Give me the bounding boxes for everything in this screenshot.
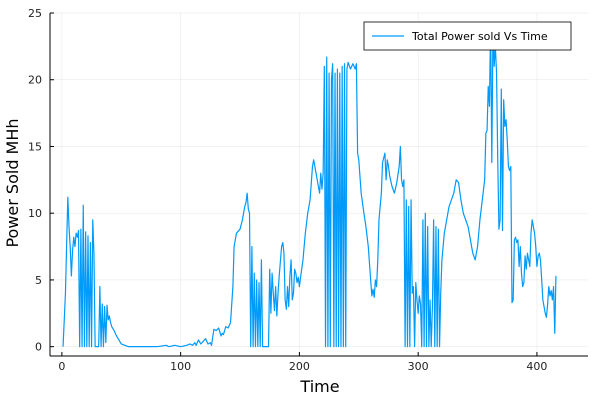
y-axis-ticks: 0 5 10 15 20 25: [28, 7, 54, 354]
y-axis-title: Power Sold MHh: [3, 118, 22, 247]
x-tick-label: 0: [58, 360, 65, 373]
x-tick-label: 400: [526, 360, 547, 373]
x-tick-label: 200: [289, 360, 310, 373]
series-layer: [62, 21, 557, 348]
legend-label: Total Power sold Vs Time: [411, 30, 548, 43]
y-tick-label: 5: [35, 274, 42, 287]
legend: Total Power sold Vs Time: [363, 21, 572, 51]
x-tick-label: 300: [408, 360, 429, 373]
x-tick-label: 100: [170, 360, 191, 373]
y-tick-label: 25: [28, 7, 42, 20]
y-tick-label: 20: [28, 74, 42, 87]
x-axis-title: Time: [299, 377, 339, 396]
y-tick-label: 10: [28, 207, 42, 220]
y-tick-label: 15: [28, 140, 42, 153]
plot-frame: [49, 13, 588, 357]
series-line: [62, 21, 557, 348]
y-tick-label: 0: [35, 341, 42, 354]
x-axis-ticks: 0 100 200 300 400: [58, 352, 547, 373]
